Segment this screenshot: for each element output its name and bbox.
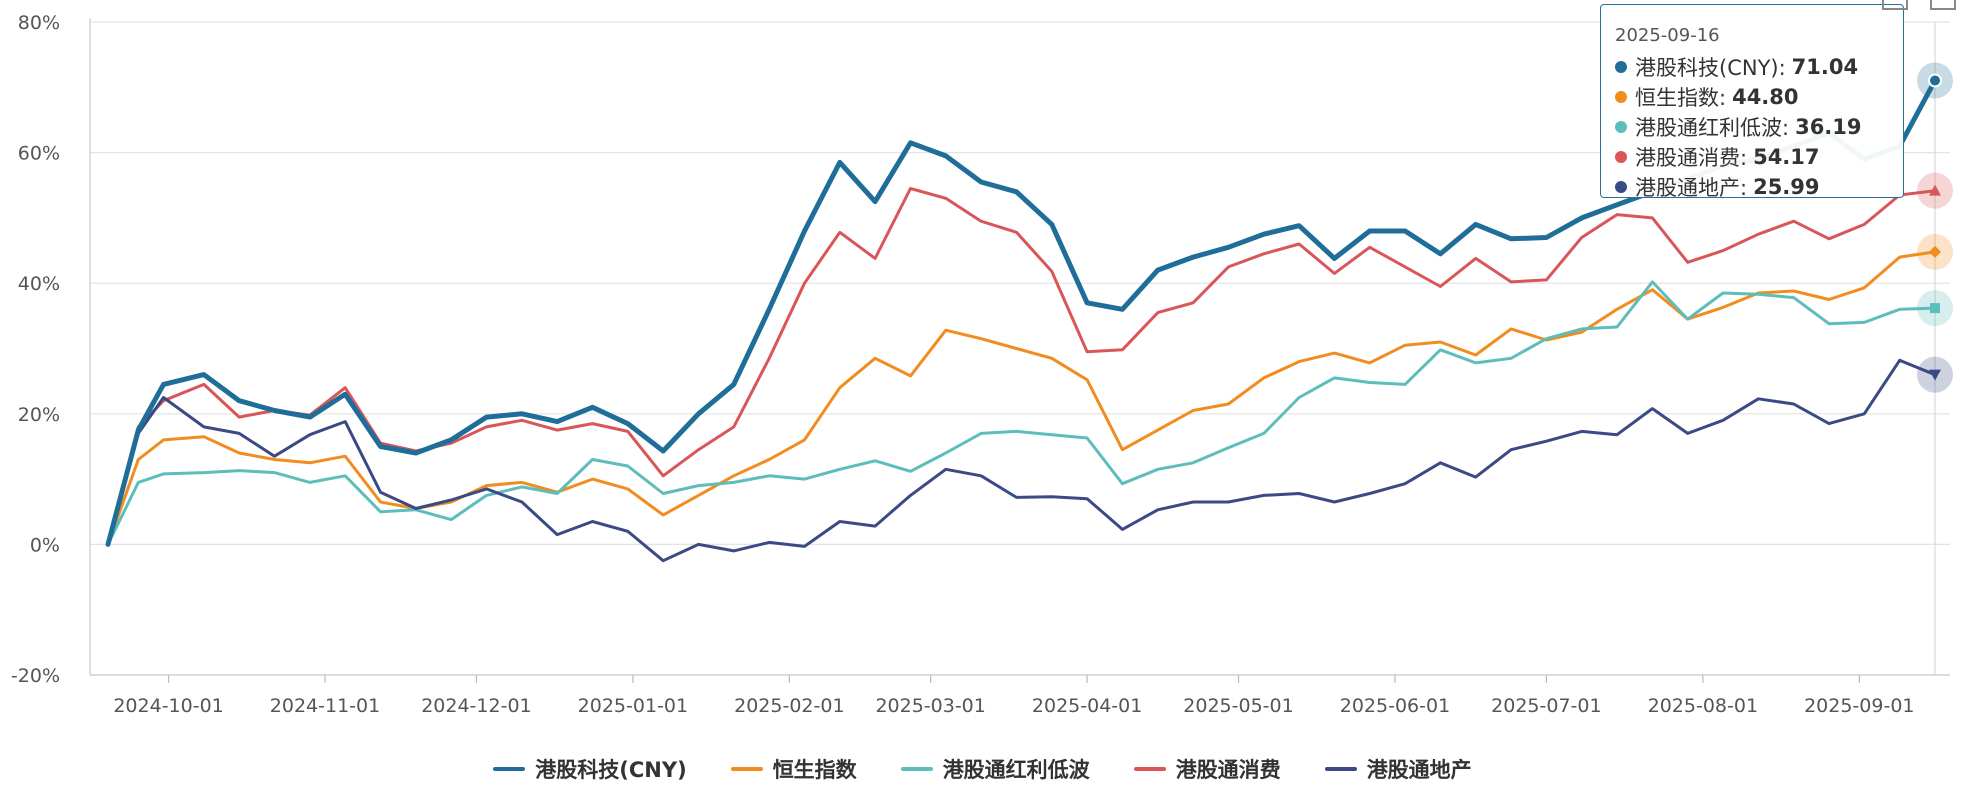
legend-swatch (730, 767, 763, 771)
x-tick-label: 2025-01-01 (578, 695, 688, 717)
legend-item[interactable]: 港股通地产 (1324, 754, 1472, 784)
tooltip-series-name: 港股通红利低波: (1635, 116, 1790, 140)
series-line-1 (106, 250, 1937, 546)
tooltip-series-name: 恒生指数: (1635, 86, 1727, 110)
x-tick-label: 2025-05-01 (1183, 695, 1293, 717)
legend-label: 恒生指数 (772, 758, 857, 782)
end-marker (1929, 369, 1941, 381)
legend-item[interactable]: 港股通消费 (1133, 754, 1281, 784)
tooltip-dot (1615, 61, 1627, 73)
x-tick-label: 2025-09-01 (1804, 695, 1914, 717)
y-tick-label: 80% (18, 12, 60, 34)
tooltip-dot (1615, 151, 1627, 163)
y-tick-label: 20% (18, 404, 60, 426)
y-tick-label: -20% (11, 665, 60, 687)
tooltip-series-name: 港股科技(CNY): (1635, 56, 1786, 80)
tooltip-value: 44.80 (1732, 85, 1799, 109)
y-tick-label: 60% (18, 143, 60, 165)
tooltip-series-name: 港股通地产: (1635, 176, 1748, 200)
x-tick-label: 2025-07-01 (1491, 695, 1601, 717)
x-tick-label: 2025-03-01 (875, 695, 985, 717)
tooltip-value: 71.04 (1791, 55, 1859, 79)
legend-swatch (1324, 767, 1357, 771)
tooltip-row: 恒生指数: 44.80 (1615, 82, 1889, 112)
tooltip-dot (1615, 91, 1627, 103)
y-tick-label: 40% (18, 273, 60, 295)
legend-swatch (493, 767, 526, 771)
legend-label: 港股科技(CNY) (535, 758, 687, 782)
legend-item[interactable]: 港股科技(CNY) (493, 754, 687, 784)
legend-label: 港股通地产 (1366, 758, 1472, 782)
series-line-0 (105, 78, 1938, 547)
x-tick-label: 2025-06-01 (1340, 695, 1450, 717)
tooltip-row: 港股科技(CNY): 71.04 (1615, 52, 1889, 82)
legend-item[interactable]: 恒生指数 (730, 754, 857, 784)
tooltip-row: 港股通红利低波: 36.19 (1615, 112, 1889, 142)
series-line-3 (106, 187, 1937, 546)
tooltip-dot (1615, 121, 1627, 133)
end-marker (1929, 245, 1941, 258)
x-tick-label: 2025-04-01 (1032, 695, 1142, 717)
x-tick-label: 2024-11-01 (270, 695, 380, 717)
tooltip-date: 2025-09-16 (1615, 25, 1720, 46)
legend-label: 港股通消费 (1175, 758, 1281, 782)
x-tick-label: 2024-10-01 (113, 695, 223, 717)
x-tick-label: 2025-08-01 (1648, 695, 1758, 717)
line-chart: 80% 60% 40% 20% 0% -20% 2024-10-01 2024-11-01 20… (11, 12, 1953, 717)
legend-swatch (900, 767, 933, 771)
download-icon[interactable] (1930, 0, 1956, 10)
tooltip-series-name: 港股通消费: (1635, 146, 1748, 170)
legend-label: 港股通红利低波 (942, 758, 1090, 782)
x-tick-label: 2025-02-01 (734, 695, 844, 717)
end-marker (1930, 303, 1940, 314)
y-tick-label: 0% (30, 534, 60, 556)
series-line-4 (106, 358, 1937, 563)
legend-swatch (1133, 767, 1166, 771)
x-tick-label: 2024-12-01 (421, 695, 531, 717)
tooltip-value: 25.99 (1753, 175, 1820, 199)
chart-legend: 港股科技(CNY) 恒生指数 港股通红利低波 港股通消费 港股通地产 (0, 754, 1965, 784)
tooltip-row: 港股通消费: 54.17 (1615, 142, 1889, 172)
restore-icon[interactable] (1882, 0, 1908, 10)
tooltip-value: 54.17 (1753, 145, 1820, 169)
end-marker (1929, 184, 1941, 196)
series-line-2 (106, 280, 1937, 546)
legend-item[interactable]: 港股通红利低波 (900, 754, 1090, 784)
end-marker (1928, 73, 1942, 88)
tooltip-row: 港股通地产: 25.99 (1615, 172, 1889, 202)
chart-tooltip: 2025-09-16 港股科技(CNY): 71.04 恒生指数: 44.80 港股通红… (1600, 4, 1904, 200)
tooltip-dot (1615, 181, 1627, 193)
tooltip-value: 36.19 (1795, 115, 1862, 139)
